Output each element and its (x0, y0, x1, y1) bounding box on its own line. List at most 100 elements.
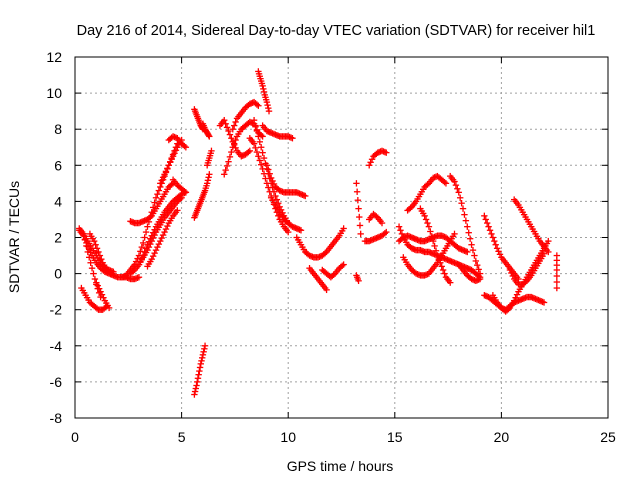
data-point (509, 272, 516, 280)
data-point (204, 177, 212, 184)
data-point (151, 226, 158, 233)
data-point (141, 248, 148, 256)
data-point (98, 291, 106, 298)
data-point (265, 104, 272, 112)
data-point (162, 168, 170, 175)
data-point (253, 127, 261, 135)
data-point (323, 286, 330, 294)
data-point (437, 259, 444, 266)
y-tick-label: 0 (54, 266, 62, 282)
data-point (395, 223, 403, 230)
data-point (100, 294, 107, 301)
data-point (181, 187, 188, 195)
data-point (138, 243, 146, 251)
data-point (252, 122, 259, 129)
data-point (138, 255, 146, 262)
y-tick-label: -6 (50, 374, 63, 390)
data-point (553, 266, 561, 274)
data-point (229, 126, 236, 133)
data-point (255, 133, 262, 140)
data-point (267, 174, 275, 182)
data-point (222, 120, 229, 127)
data-points (76, 68, 561, 398)
data-point (164, 165, 171, 172)
data-point (285, 228, 292, 236)
data-point (245, 148, 252, 156)
data-point (201, 345, 208, 353)
data-point (257, 161, 265, 168)
data-point (474, 261, 481, 269)
data-point (196, 367, 203, 375)
data-point (553, 284, 561, 292)
data-point (167, 158, 174, 165)
data-point (260, 85, 267, 93)
data-point (232, 136, 239, 144)
x-tick-label: 15 (387, 429, 403, 445)
data-point (225, 158, 232, 165)
data-point (221, 171, 228, 178)
data-point (161, 228, 168, 236)
data-point (540, 250, 548, 257)
data-point (141, 234, 148, 241)
data-point (229, 144, 236, 151)
data-point (151, 249, 158, 257)
chart-title: Day 216 of 2014, Sidereal Day-to-day VTE… (77, 23, 596, 39)
data-point (383, 228, 390, 236)
data-point (260, 88, 268, 96)
data-point (197, 360, 204, 368)
data-point (94, 282, 101, 289)
data-point (495, 248, 502, 255)
data-point (164, 222, 171, 230)
data-point (91, 275, 99, 283)
data-point (96, 252, 104, 259)
data-point (540, 299, 548, 306)
data-point (468, 241, 475, 248)
data-point (151, 199, 158, 206)
data-point (230, 122, 238, 129)
data-point (142, 228, 150, 236)
data-point (438, 263, 445, 270)
data-point (266, 170, 273, 177)
data-point (447, 279, 454, 286)
data-point (488, 230, 495, 238)
data-point (439, 266, 447, 274)
x-tick-label: 10 (280, 429, 296, 445)
data-point (198, 357, 205, 365)
data-point (246, 147, 254, 155)
data-point (145, 238, 153, 245)
x-tick-label: 5 (178, 429, 186, 445)
data-point (255, 153, 262, 160)
data-point (368, 156, 376, 163)
data-point (201, 342, 209, 349)
data-point (157, 237, 164, 245)
data-point (206, 171, 213, 178)
data-point (168, 154, 175, 162)
data-point (90, 270, 97, 277)
data-point (545, 248, 552, 256)
data-point (174, 207, 181, 214)
data-point (206, 133, 213, 140)
data-point (158, 234, 165, 242)
data-point (253, 101, 261, 108)
y-tick-label: 12 (46, 49, 62, 65)
data-point (472, 257, 480, 265)
data-point (492, 241, 499, 248)
data-point (193, 382, 200, 389)
data-point (256, 138, 263, 146)
data-point (135, 261, 143, 268)
data-point (366, 162, 373, 169)
data-point (223, 162, 231, 170)
data-point (148, 255, 155, 263)
data-point (168, 181, 175, 188)
data-point (512, 294, 519, 301)
data-point (489, 234, 497, 241)
x-tick-label: 20 (494, 429, 510, 445)
data-point (455, 189, 462, 196)
data-point (154, 190, 161, 198)
x-axis-label: GPS time / hours (287, 458, 394, 474)
data-point (397, 227, 404, 234)
data-point (87, 259, 94, 266)
data-point (152, 194, 160, 201)
data-point (429, 237, 437, 245)
data-point (105, 304, 113, 312)
